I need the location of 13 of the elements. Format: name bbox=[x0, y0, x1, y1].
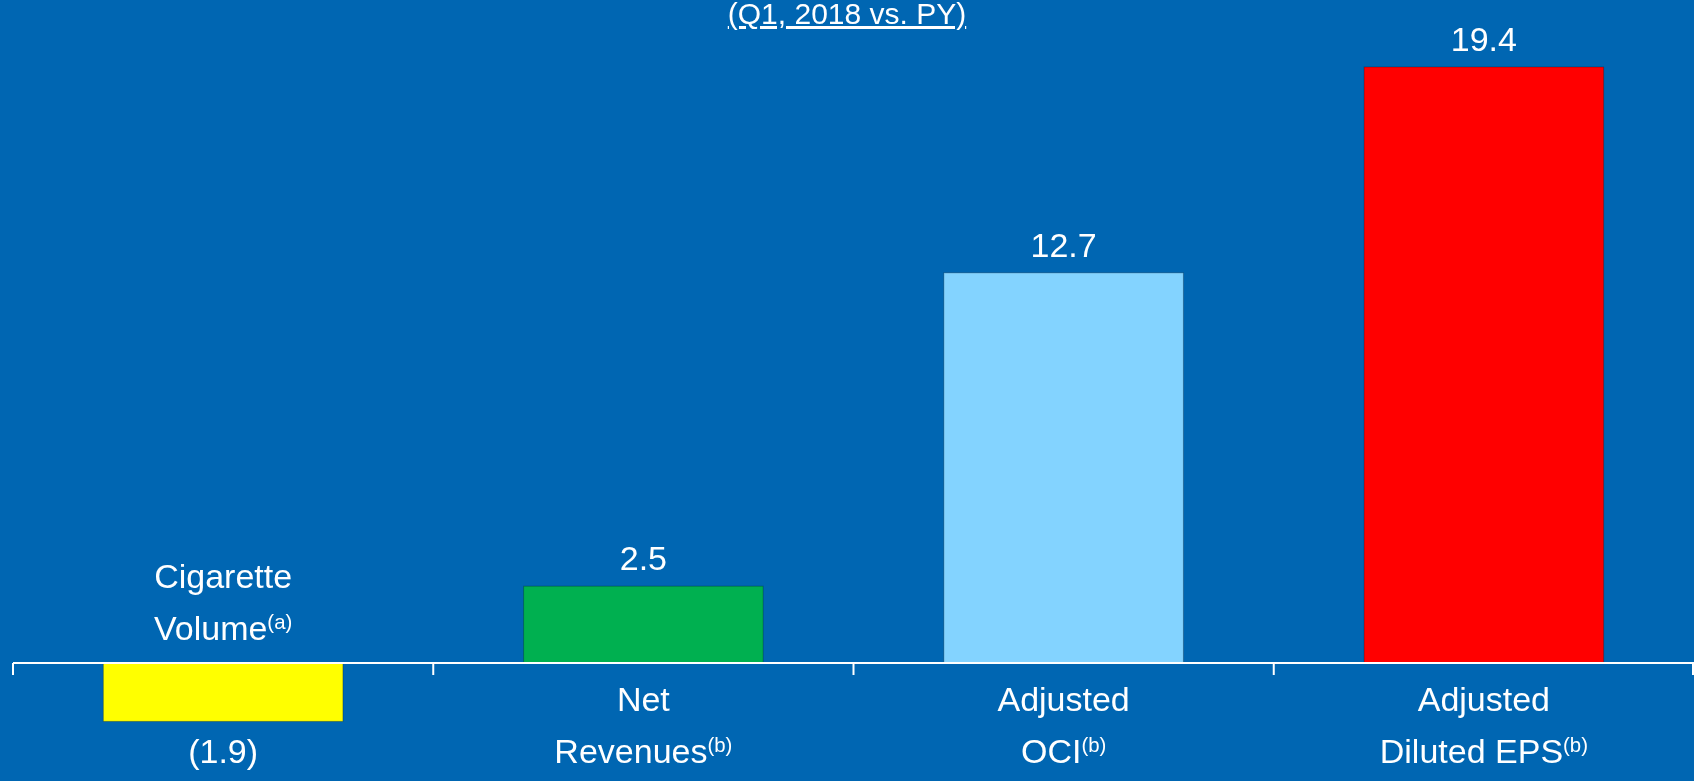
x-tick-label: Cigarette Volume$^{(a)}$ bbox=[153, 557, 293, 647]
bar bbox=[943, 272, 1184, 664]
data-label: (1.9) bbox=[188, 732, 259, 771]
x-tick-label: Net Revenues$^{(b)}$ bbox=[554, 680, 733, 770]
data-label: 2.5 bbox=[619, 539, 668, 578]
bar bbox=[102, 662, 344, 722]
bar bbox=[1363, 66, 1605, 664]
bar bbox=[523, 585, 764, 664]
data-label: 12.7 bbox=[1030, 225, 1097, 264]
data-label: 19.4 bbox=[1450, 20, 1517, 58]
chart-title: (Q1, 2018 vs. PY) bbox=[727, 0, 967, 30]
x-tick-label: Adjusted Diluted EPS$^{(b)}$ bbox=[1379, 680, 1588, 770]
x-tick-label: Adjusted OCI$^{(b)}$ bbox=[997, 680, 1130, 770]
